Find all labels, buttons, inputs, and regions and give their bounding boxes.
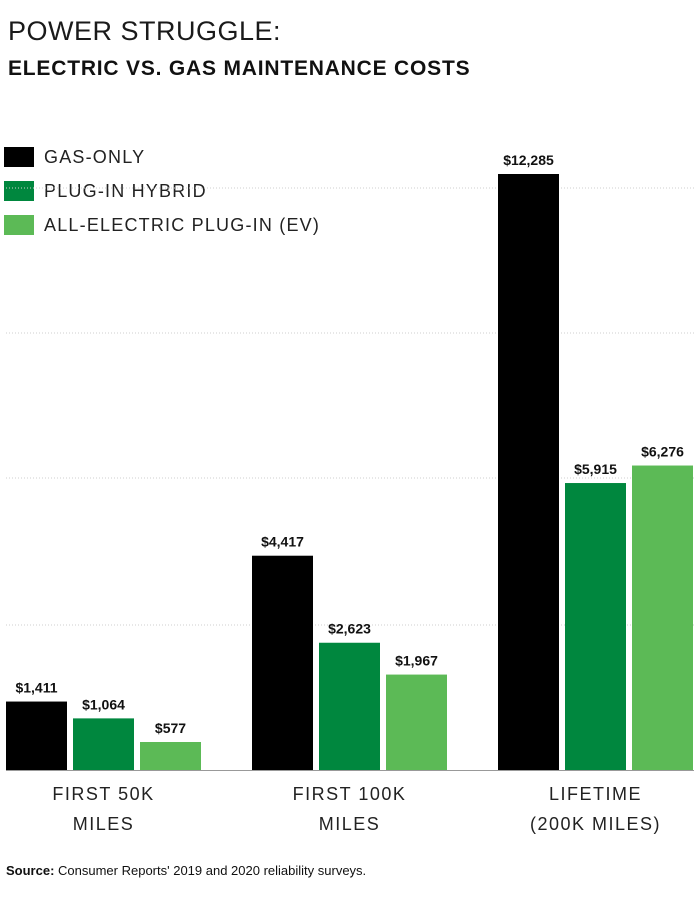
data-label-1-0: $1,064 <box>82 696 125 712</box>
source-text: Consumer Reports' 2019 and 2020 reliabil… <box>54 863 367 878</box>
bar-2-2 <box>632 465 693 770</box>
category-label-1-1: MILES <box>319 814 381 834</box>
data-label-0-1: $4,417 <box>261 534 304 550</box>
legend-label-ev: ALL-ELECTRIC PLUG-IN (EV) <box>44 214 321 235</box>
legend-item-gas: GAS-ONLY <box>4 140 320 174</box>
bar-1-2 <box>565 483 626 770</box>
category-label-2-0: LIFETIME <box>549 784 642 804</box>
data-label-0-0: $1,411 <box>15 680 57 696</box>
bar-0-0 <box>6 701 67 770</box>
category-label-1-0: FIRST 100K <box>293 784 407 804</box>
data-label-2-2: $6,276 <box>641 444 684 460</box>
legend-swatch-gas <box>4 147 34 167</box>
category-label-0-1: MILES <box>73 814 135 834</box>
legend-swatch-hybrid <box>4 181 34 201</box>
data-label-1-1: $2,623 <box>328 621 371 637</box>
legend-item-ev: ALL-ELECTRIC PLUG-IN (EV) <box>4 208 320 242</box>
bar-0-2 <box>498 174 559 770</box>
category-label-2-1: (200K MILES) <box>530 814 661 834</box>
data-label-2-0: $577 <box>155 720 186 736</box>
data-label-0-2: $12,285 <box>503 152 554 168</box>
chart-title: POWER STRUGGLE: <box>8 16 282 46</box>
legend-label-gas: GAS-ONLY <box>44 146 146 167</box>
category-label-0-0: FIRST 50K <box>52 784 154 804</box>
bar-2-0 <box>140 742 201 770</box>
data-label-2-1: $1,967 <box>395 653 438 669</box>
data-label-1-2: $5,915 <box>574 461 617 477</box>
source-label: Source: <box>6 863 55 878</box>
source-note: Source: Consumer Reports' 2019 and 2020 … <box>6 863 366 878</box>
legend-label-hybrid: PLUG-IN HYBRID <box>44 180 207 201</box>
bar-1-0 <box>73 718 134 770</box>
legend-swatch-ev <box>4 215 34 235</box>
chart-subtitle: ELECTRIC VS. GAS MAINTENANCE COSTS <box>8 57 471 80</box>
legend-item-hybrid: PLUG-IN HYBRID <box>4 174 320 208</box>
legend: GAS-ONLY PLUG-IN HYBRID ALL-ELECTRIC PLU… <box>4 140 320 242</box>
bar-1-1 <box>319 642 380 770</box>
bar-0-1 <box>252 555 313 770</box>
bar-2-1 <box>386 674 447 770</box>
